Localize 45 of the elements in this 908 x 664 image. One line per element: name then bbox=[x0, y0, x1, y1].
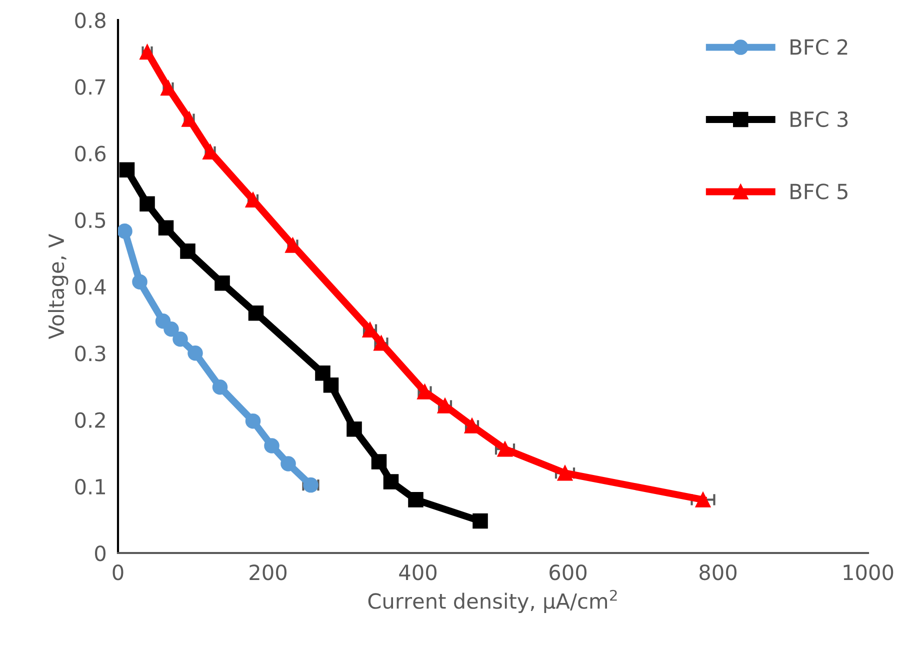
point bbox=[383, 474, 399, 490]
point bbox=[118, 224, 132, 239]
y-tick-label: 0.5 bbox=[75, 212, 106, 228]
y-axis-title: Voltage, V bbox=[48, 234, 68, 340]
point bbox=[371, 454, 387, 470]
x-tick-label: 0 bbox=[112, 564, 124, 580]
point bbox=[408, 492, 424, 508]
y-tick-label: 0.8 bbox=[75, 12, 106, 28]
legend-label: BFC 5 bbox=[790, 184, 848, 200]
point bbox=[164, 322, 179, 337]
point bbox=[245, 413, 261, 429]
point bbox=[212, 379, 228, 395]
point bbox=[140, 196, 155, 212]
legend-label: BFC 2 bbox=[790, 39, 848, 55]
x-axis-title: Current density, µA/cm$^{2}$ bbox=[368, 590, 617, 613]
y-tick-label: 0.2 bbox=[75, 412, 105, 428]
point bbox=[695, 492, 711, 508]
y-tick-label: 0.4 bbox=[75, 278, 106, 295]
point bbox=[119, 162, 135, 178]
y-tick-label: 0.7 bbox=[75, 79, 106, 95]
y-tick-label: 0 bbox=[95, 545, 106, 562]
point bbox=[557, 465, 573, 481]
x-tick-label: 1000 bbox=[844, 564, 894, 580]
legend-label: BFC 3 bbox=[790, 111, 848, 128]
point bbox=[323, 377, 339, 393]
point bbox=[132, 274, 148, 290]
y-tick-label: 0.3 bbox=[75, 346, 106, 362]
point bbox=[158, 220, 174, 236]
point bbox=[264, 438, 280, 454]
point bbox=[472, 513, 488, 529]
x-tick-label: 200 bbox=[250, 564, 286, 580]
x-tick-label: 600 bbox=[550, 564, 586, 580]
point bbox=[315, 365, 330, 381]
point bbox=[172, 331, 188, 347]
y-tick-label: 0.1 bbox=[75, 478, 105, 495]
point bbox=[180, 244, 196, 259]
y-tick-label: 0.6 bbox=[75, 146, 106, 162]
point bbox=[214, 276, 230, 291]
x-tick-label: 400 bbox=[399, 564, 436, 580]
point bbox=[248, 306, 264, 321]
point bbox=[280, 456, 296, 472]
x-tick-label: 800 bbox=[700, 564, 736, 580]
point bbox=[497, 441, 513, 457]
point bbox=[188, 345, 203, 361]
point bbox=[346, 421, 362, 437]
